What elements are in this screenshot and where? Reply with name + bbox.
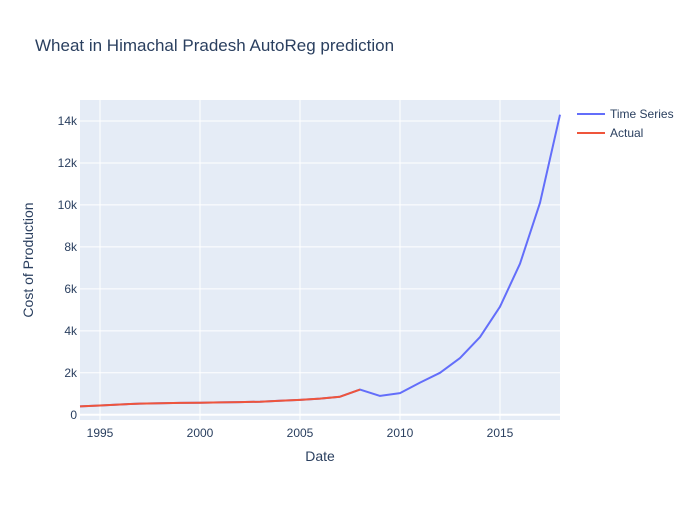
- y-tick-label: 8k: [64, 240, 78, 254]
- y-tick-label: 10k: [58, 198, 78, 212]
- axes: 1995 2000 2005 2010 2015 0 2k 4k 6k 8k 10k 12k 14k: [58, 114, 514, 440]
- plot-area: [80, 100, 560, 420]
- x-tick-label: 2010: [387, 426, 414, 440]
- x-tick-label: 1995: [87, 426, 114, 440]
- x-axis-title: Date: [305, 448, 335, 464]
- legend-item-actual[interactable]: Actual: [577, 126, 643, 140]
- y-tick-label: 12k: [58, 156, 78, 170]
- y-axis-title: Cost of Production: [20, 202, 36, 317]
- y-tick-label: 0: [70, 408, 77, 422]
- x-tick-label: 2000: [187, 426, 214, 440]
- x-tick-label: 2015: [487, 426, 514, 440]
- x-tick-label: 2005: [287, 426, 314, 440]
- legend[interactable]: Time Series Actual: [577, 107, 674, 140]
- legend-item-time-series[interactable]: Time Series: [577, 107, 674, 121]
- y-tick-label: 4k: [64, 324, 78, 338]
- y-tick-label: 2k: [64, 366, 78, 380]
- y-tick-label: 14k: [58, 114, 78, 128]
- chart-title: Wheat in Himachal Pradesh AutoReg predic…: [35, 36, 394, 55]
- y-tick-label: 6k: [64, 282, 78, 296]
- legend-label-actual: Actual: [610, 126, 643, 140]
- legend-label-time-series: Time Series: [610, 107, 674, 121]
- grid-lines: [80, 100, 560, 420]
- series-line-actual[interactable]: [79, 388, 361, 408]
- series-lines: [79, 114, 561, 408]
